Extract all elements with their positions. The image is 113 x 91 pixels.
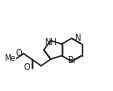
Text: O: O (15, 49, 22, 58)
Text: NH: NH (44, 38, 56, 47)
Text: Br: Br (66, 56, 76, 65)
Text: N: N (73, 34, 79, 43)
Text: Me: Me (4, 54, 15, 63)
Text: O: O (23, 63, 30, 72)
